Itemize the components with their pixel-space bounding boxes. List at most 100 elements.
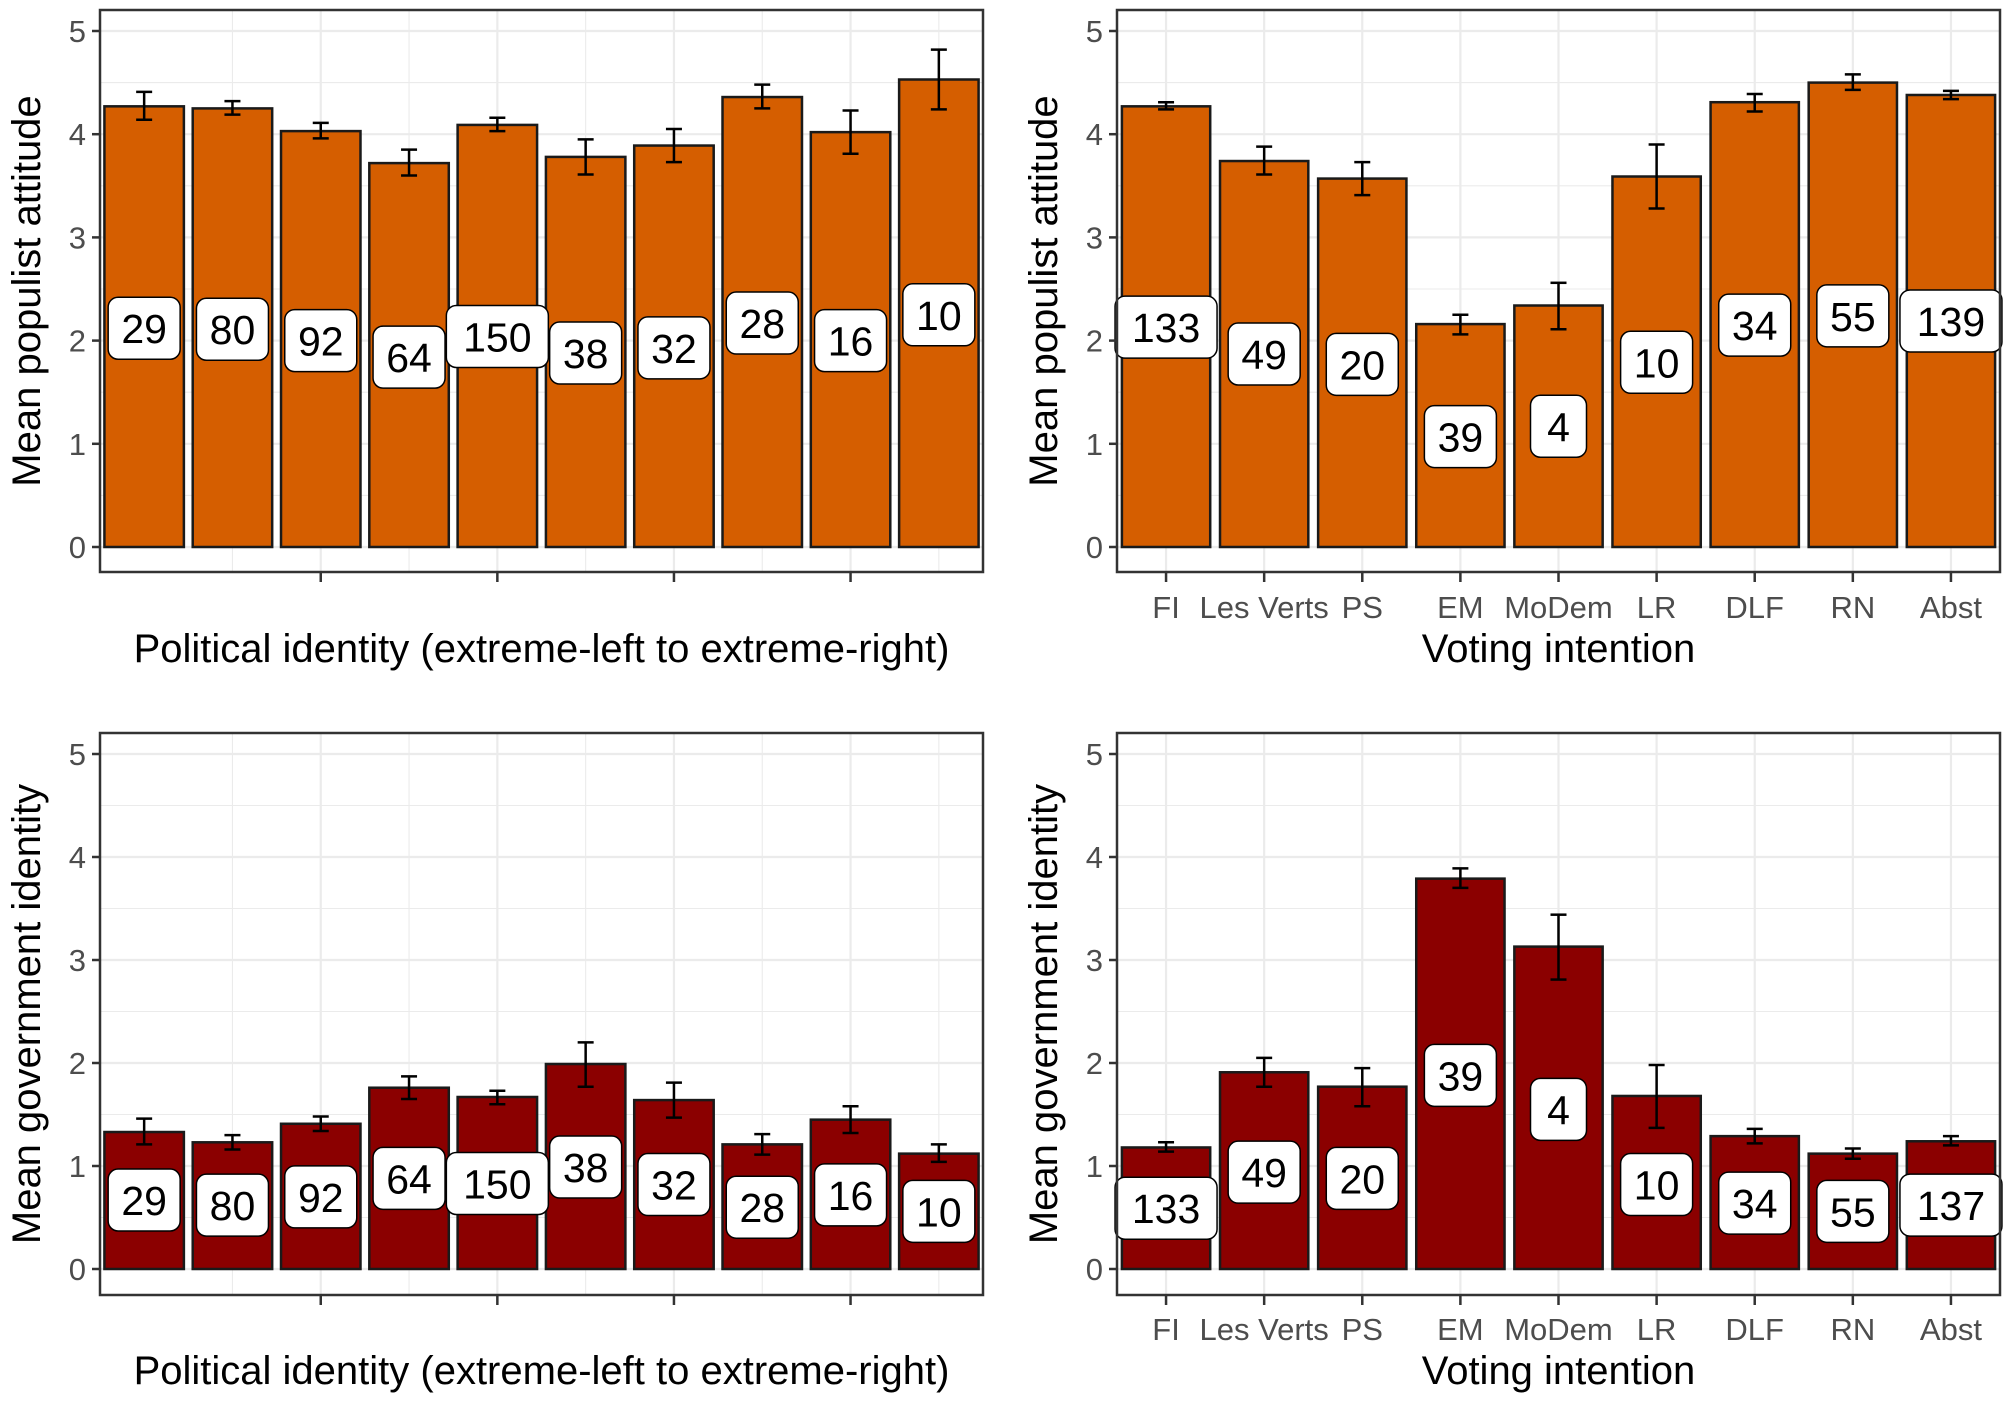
count-label-text: 16 [828,319,874,365]
count-label: 16 [813,308,888,373]
count-label-box [548,321,623,385]
x-axis-title: Political identity (extreme-left to extr… [134,627,950,671]
count-label-text: 28 [739,301,785,347]
y-tick-label: 5 [1086,14,1103,49]
count-label-box [1325,1146,1400,1211]
count-label-box [284,1165,358,1229]
count-label-box [1816,1179,1890,1244]
x-tick-label: Les Verts [1200,590,1329,625]
y-tick-label: 4 [1086,117,1103,152]
count-label-text: 64 [386,1156,432,1202]
count-label-box [107,296,181,360]
y-tick-label: 3 [69,943,86,978]
count-label-text: 20 [1339,342,1385,388]
error-bar [224,1133,241,1151]
x-tick-label: LR [1637,590,1677,625]
count-label: 16 [813,1163,888,1227]
count-label: 32 [637,316,711,380]
x-tick-label: FI [1152,590,1180,625]
error-bar [1746,1127,1763,1145]
error-bar [665,127,682,164]
count-label: 39 [1423,1043,1498,1108]
x-tick-label: Les Verts [1200,1312,1329,1347]
count-label: 80 [195,297,270,361]
error-bar [1256,1056,1273,1088]
count-label: 10 [902,1179,976,1244]
y-axis-title: Mean government identity [5,784,49,1244]
count-label: 80 [195,1173,270,1237]
count-label-text: 49 [1241,1150,1287,1196]
count-label-box [195,297,270,361]
error-bar [1648,143,1665,210]
y-tick-label: 3 [1086,220,1103,255]
error-bar [1158,100,1175,111]
error-bar [842,1105,859,1135]
y-tick-label: 2 [1086,1046,1103,1081]
count-label-box [1423,404,1498,469]
count-label-text: 10 [916,293,962,339]
y-tick-label: 3 [69,220,86,255]
count-label-text: 92 [298,1175,344,1221]
x-axis-title: Voting intention [1422,1349,1696,1393]
count-label-box [1114,295,1218,359]
y-tick-label: 1 [1086,1149,1103,1184]
chart-panel-top-left: 29 80 92 64 150 38 32 28 16 10 0 1 2 3 4 5 Political ide… [5,8,985,671]
count-label-text: 4 [1547,404,1570,450]
count-label: 28 [725,291,799,355]
x-tick-label: EM [1437,590,1484,625]
count-label-box [637,1152,711,1217]
y-tick-label: 0 [69,1252,86,1287]
count-label: 92 [284,1165,358,1229]
count-label-box [637,316,711,380]
count-label-text: 133 [1132,305,1200,351]
count-label-box [902,283,976,347]
count-label-text: 20 [1339,1156,1385,1202]
count-label: 39 [1423,404,1498,469]
x-tick-label: RN [1830,1312,1875,1347]
count-label: 10 [1619,330,1694,395]
x-tick-label: LR [1637,1312,1677,1347]
count-label: 64 [372,1146,446,1211]
count-label-text: 29 [121,306,167,352]
x-tick-label: FI [1152,1312,1180,1347]
y-tick-label: 1 [69,1149,86,1184]
error-bar [489,116,506,133]
count-label-text: 32 [651,1163,697,1209]
count-label: 150 [445,304,550,369]
x-tick-label: PS [1342,1312,1383,1347]
count-label: 4 [1529,1077,1588,1142]
error-bar [1354,1066,1371,1108]
count-label: 55 [1816,284,1890,348]
count-label-box [445,1151,550,1216]
count-label-text: 4 [1547,1087,1570,1133]
y-tick-label: 1 [69,427,86,462]
y-tick-label: 2 [69,1046,86,1081]
x-tick-label: EM [1437,1312,1484,1347]
error-bar [1746,92,1763,113]
x-axis-title: Voting intention [1422,627,1696,671]
panel-border [98,731,985,1297]
count-label-text: 80 [210,1183,256,1229]
count-label-box [1529,394,1588,459]
count-label-text: 34 [1732,1181,1778,1227]
count-label-text: 16 [828,1173,874,1219]
error-bar [1354,160,1371,197]
y-tick-label: 4 [69,117,86,152]
error-bar [1452,313,1469,336]
x-tick-label: DLF [1725,590,1784,625]
count-label-text: 39 [1438,415,1484,461]
count-label-text: 49 [1241,332,1287,378]
y-tick-label: 5 [69,737,86,772]
x-tick-label: DLF [1725,1312,1784,1347]
count-label-box [548,1135,623,1199]
error-bar [312,1115,329,1133]
count-label-text: 10 [916,1189,962,1235]
y-tick-label: 5 [1086,737,1103,772]
x-tick-label: RN [1830,590,1875,625]
y-tick-label: 1 [1086,427,1103,462]
y-axis-title: Mean populist attitude [1022,95,1066,486]
count-label-text: 10 [1634,340,1680,386]
x-tick-label: PS [1342,590,1383,625]
error-bar [1942,1134,1959,1147]
